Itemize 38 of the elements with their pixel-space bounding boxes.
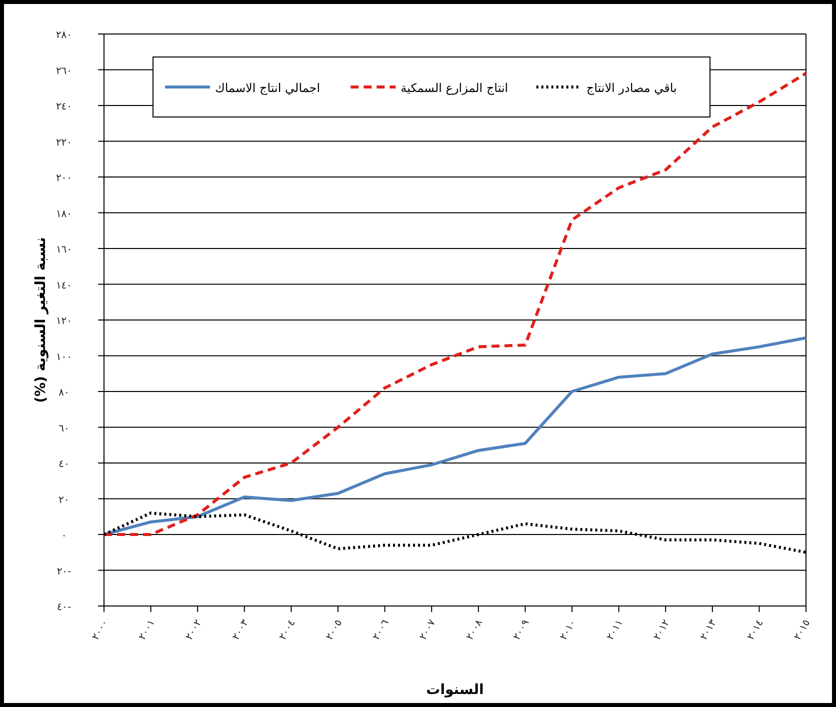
legend-label: اجمالي انتاج الاسماك <box>215 81 320 95</box>
y-tick-label: ٢٤٠ <box>56 102 72 112</box>
y-tick-label: ١٦٠ <box>56 244 72 256</box>
x-tick-label: ٢٠٠٧ <box>418 617 439 642</box>
x-tick-label: ٢٠١٠ <box>558 618 579 642</box>
y-axis-title: نسبة التغير السنوية (%) <box>33 237 49 403</box>
x-tick-label: ٢٠١٥ <box>792 618 813 642</box>
x-tick-label: ٢٠١١ <box>605 618 626 642</box>
x-tick-label: ٢٠٠٦ <box>371 618 392 642</box>
y-tick-label: ١٢٠ <box>56 316 72 327</box>
y-tick-label: ١٠٠ <box>56 352 72 363</box>
y-tick-label: ١٤٠ <box>56 280 72 292</box>
x-tick-label: ٢٠١٣ <box>698 617 720 642</box>
x-tick-label: ٢٠٠٢ <box>184 618 204 642</box>
y-tick-label: ٦٠ <box>58 423 70 434</box>
y-tick-label: ٤٠ <box>58 459 70 470</box>
x-tick-label: ٢٠١٢ <box>652 618 672 642</box>
x-tick-label: ٢٠٠٣ <box>230 617 252 642</box>
x-tick-label: ٢٠٠٠ <box>90 618 111 642</box>
legend-label: انتاج المزارع السمكية <box>400 81 508 95</box>
y-tick-label: ٢٦٠ <box>56 66 72 77</box>
x-tick-label: ٢٠٠١ <box>137 618 158 642</box>
x-tick-label: ٢٠١٤ <box>746 618 766 642</box>
x-tick-label: ٢٠٠٥ <box>324 618 345 642</box>
x-tick-label: ٢٠٠٩ <box>512 618 532 642</box>
x-tick-label: ٢٠٠٨ <box>464 617 486 642</box>
y-tick-label: ٢٠- <box>56 566 72 578</box>
y-tick-label: ٢٢٠ <box>56 137 72 148</box>
y-tick-label: ٢٠ <box>58 494 70 506</box>
x-axis-title: السنوات <box>426 682 484 698</box>
x-tick-label: ٢٠٠٤ <box>278 618 298 642</box>
legend-label: باقي مصادر الانتاج <box>586 81 677 95</box>
y-tick-label: ٨٠ <box>58 388 70 398</box>
y-tick-label: ٤٠- <box>56 602 72 613</box>
y-tick-label: ٠ <box>61 530 67 542</box>
y-tick-label: ١٨٠ <box>56 208 72 220</box>
y-tick-label: ٢٨٠ <box>56 30 72 41</box>
y-tick-label: ٢٠٠ <box>56 173 72 184</box>
